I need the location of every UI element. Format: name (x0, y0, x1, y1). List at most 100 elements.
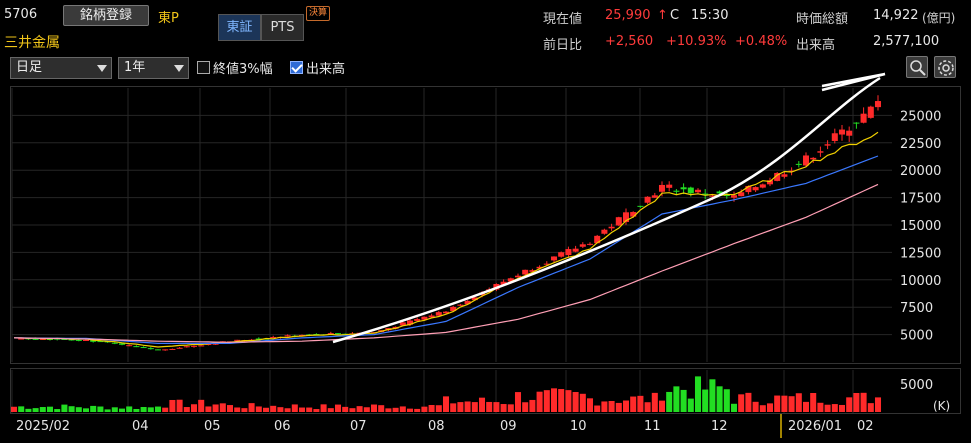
volume-bar (90, 405, 97, 412)
volume-bar (226, 405, 234, 412)
candle-body (507, 278, 514, 282)
candle-body (522, 269, 529, 275)
checkbox-box[interactable] (197, 61, 210, 74)
volume-bar (630, 396, 637, 412)
ma-mid-line (14, 155, 879, 344)
volume-bar (162, 407, 169, 412)
period-select[interactable]: 日足 (10, 57, 112, 79)
volume-bar (183, 407, 190, 412)
volume-bar (730, 403, 738, 412)
candle-body (61, 338, 68, 340)
candle-body (745, 186, 752, 193)
checkbox-box-checked[interactable] (290, 61, 303, 74)
volume-bar (867, 403, 874, 412)
volume-bar (745, 392, 752, 412)
volume-bar (558, 389, 565, 412)
volume-chart-frame[interactable] (10, 368, 961, 414)
volume-bar (507, 404, 514, 412)
candle-body (673, 190, 680, 192)
candle-body (399, 322, 406, 326)
volume-bar (687, 398, 694, 412)
candle-body (46, 338, 54, 340)
candle-body (162, 349, 169, 351)
volume-bar (450, 403, 457, 412)
volume-bar (795, 393, 802, 412)
gear-icon[interactable] (934, 56, 956, 78)
x-tick-label: 10 (570, 419, 587, 434)
candle-body (97, 341, 104, 343)
magnifier-icon[interactable] (906, 56, 928, 78)
volume-bar (154, 406, 162, 412)
volume-bar (673, 386, 680, 412)
volume-bar (255, 406, 262, 412)
volume-bar (25, 408, 32, 412)
candle-body (802, 155, 810, 166)
candle-body (262, 338, 270, 340)
range-select-value: 1年 (124, 60, 146, 75)
candle-body (500, 281, 507, 286)
candle-body (579, 244, 586, 247)
candle-body (428, 315, 435, 318)
close-3pct-checkbox[interactable]: 終値3%幅 (197, 58, 273, 77)
volume-bar (486, 401, 493, 412)
candle-body (817, 151, 824, 153)
volume-tick-label: 5000 (900, 378, 933, 393)
x-tick-label: 2025/02 (16, 419, 70, 434)
volume-bar (651, 392, 658, 412)
price-tick-label: 15000 (900, 219, 941, 234)
price-tick-label: 20000 (900, 164, 941, 179)
volume-bar (810, 393, 817, 412)
volume-bar (363, 407, 370, 412)
volume-value: 2,577,100 (873, 34, 940, 49)
volume-checkbox[interactable]: 出来高 (290, 58, 345, 77)
range-select[interactable]: 1年 (118, 57, 189, 79)
volume-label: 出来高 (796, 38, 836, 53)
candle-body (608, 226, 615, 229)
candle-body (133, 346, 140, 348)
prev-change-label: 前日比 (543, 38, 583, 53)
candle-body (586, 243, 594, 245)
candle-body (39, 338, 46, 340)
volume-bar (874, 397, 882, 412)
period-select-value: 日足 (16, 60, 43, 75)
tab-pts[interactable]: PTS (261, 14, 304, 41)
volume-bar (817, 402, 824, 412)
volume-bar (594, 405, 601, 412)
volume-bar (75, 407, 82, 412)
volume-bar (97, 406, 104, 412)
candle-body (658, 184, 666, 192)
volume-bar (853, 392, 860, 412)
volume-bar (579, 393, 586, 412)
candle-body (709, 195, 716, 197)
candle-body (147, 348, 154, 350)
volume-unit-label: (K) (933, 399, 950, 413)
candle-body (198, 345, 205, 347)
volume-bar (716, 386, 723, 412)
volume-bar (147, 407, 154, 412)
candle-body (421, 316, 428, 320)
volume-bar (500, 404, 507, 412)
volume-bar (608, 400, 615, 412)
chevron-down-icon (174, 65, 184, 72)
candle-body (644, 196, 651, 203)
candle-body (82, 340, 90, 342)
candle-body (313, 333, 320, 335)
volume-bar (104, 409, 111, 412)
volume-bar (385, 408, 392, 412)
earnings-badge[interactable]: 決算 (306, 6, 330, 21)
tab-tse[interactable]: 東証 (218, 14, 261, 41)
candle-body (169, 348, 176, 350)
volume-bar (442, 396, 450, 412)
ma-short-line (13, 131, 879, 348)
volume-bar (414, 408, 421, 412)
stock-code: 5706 (4, 7, 38, 22)
volume-bar (738, 394, 745, 412)
register-button[interactable]: 銘柄登録 (63, 5, 149, 26)
volume-bar (342, 406, 349, 412)
price-change: +2,560 (605, 34, 654, 49)
price-chart-frame[interactable] (10, 86, 961, 364)
volume-bar (846, 397, 853, 412)
volume-bar (702, 389, 709, 412)
candle-body (752, 187, 759, 191)
